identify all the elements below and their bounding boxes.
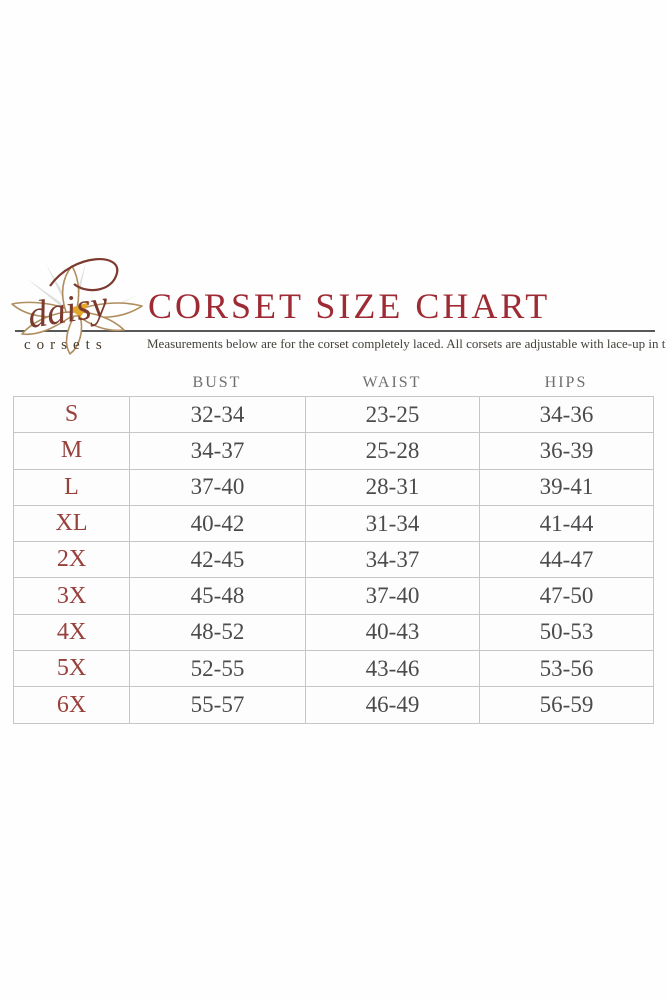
waist-value: 43-46 (305, 650, 480, 688)
table-row: M 34-37 25-28 36-39 (13, 432, 654, 470)
hips-value: 50-53 (479, 613, 654, 652)
hips-value: 39-41 (479, 468, 654, 506)
size-chart-table: S 32-34 23-25 34-36 M 34-37 25-28 36-39 … (13, 395, 654, 724)
table-row: L 37-40 28-31 39-41 (13, 468, 654, 506)
hips-value: 53-56 (479, 650, 654, 688)
waist-value: 28-31 (305, 468, 480, 506)
bust-value: 37-40 (129, 468, 306, 506)
hips-value: 41-44 (479, 504, 654, 543)
column-headers: BUST WAIST HIPS (0, 374, 666, 394)
table-row: S 32-34 23-25 34-36 (13, 395, 654, 434)
hips-value: 47-50 (479, 577, 654, 615)
table-row: 4X 48-52 40-43 50-53 (13, 613, 654, 652)
waist-value: 25-28 (305, 432, 480, 470)
hips-value: 56-59 (479, 686, 654, 724)
bust-value: 55-57 (129, 686, 306, 724)
bust-value: 42-45 (129, 541, 306, 579)
bust-value: 48-52 (129, 613, 306, 652)
size-label: 2X (13, 541, 130, 579)
waist-value: 46-49 (305, 686, 480, 724)
lily-flower-icon: daisy (11, 257, 143, 355)
column-header-hips: HIPS (544, 374, 588, 391)
column-header-bust: BUST (192, 374, 242, 391)
waist-value: 23-25 (305, 395, 480, 434)
size-label: M (13, 432, 130, 470)
bust-value: 52-55 (129, 650, 306, 688)
bust-value: 34-37 (129, 432, 306, 470)
column-header-waist: WAIST (362, 374, 422, 391)
table-row: 3X 45-48 37-40 47-50 (13, 577, 654, 615)
header-divider (15, 330, 655, 332)
hips-value: 44-47 (479, 541, 654, 579)
size-label: 3X (13, 577, 130, 615)
bust-value: 45-48 (129, 577, 306, 615)
bust-value: 40-42 (129, 504, 306, 543)
svg-text:daisy: daisy (25, 283, 111, 337)
size-label: S (13, 395, 130, 434)
page-title: CORSET SIZE CHART (148, 286, 551, 326)
size-label: XL (13, 504, 130, 543)
daisy-corsets-logo: daisy (8, 250, 146, 358)
logo-corsets-text: corsets (24, 337, 108, 353)
bust-value: 32-34 (129, 395, 306, 434)
size-label: 6X (13, 686, 130, 724)
size-label: L (13, 468, 130, 506)
waist-value: 40-43 (305, 613, 480, 652)
waist-value: 34-37 (305, 541, 480, 579)
waist-value: 31-34 (305, 504, 480, 543)
size-label: 5X (13, 650, 130, 688)
table-row: 6X 55-57 46-49 56-59 (13, 686, 654, 724)
table-row: 5X 52-55 43-46 53-56 (13, 650, 654, 688)
hips-value: 36-39 (479, 432, 654, 470)
table-row: XL 40-42 31-34 41-44 (13, 504, 654, 543)
hips-value: 34-36 (479, 395, 654, 434)
table-row: 2X 42-45 34-37 44-47 (13, 541, 654, 579)
size-label: 4X (13, 613, 130, 652)
page-subtitle: Measurements below are for the corset co… (147, 336, 666, 351)
waist-value: 37-40 (305, 577, 480, 615)
